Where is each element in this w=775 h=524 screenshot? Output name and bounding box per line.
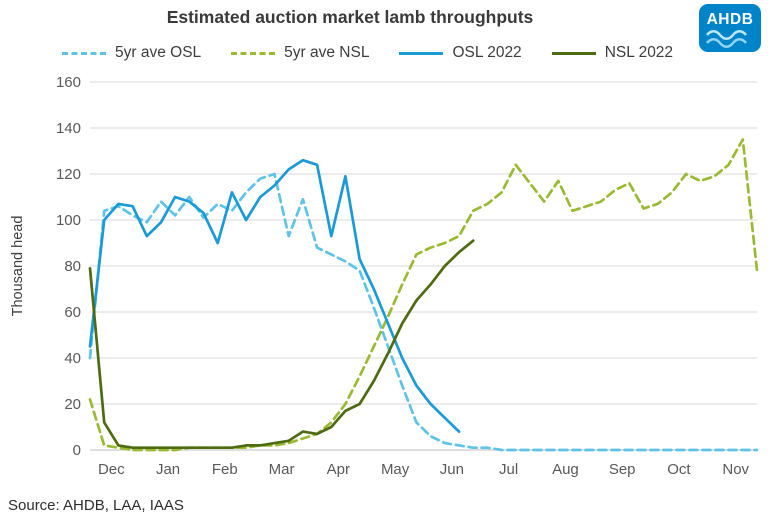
legend-line-swatch bbox=[399, 51, 444, 55]
svg-text:60: 60 bbox=[64, 304, 81, 321]
legend-line-swatch bbox=[62, 51, 106, 55]
legend-label: OSL 2022 bbox=[452, 44, 522, 61]
svg-text:40: 40 bbox=[64, 350, 81, 367]
svg-text:120: 120 bbox=[56, 166, 81, 183]
svg-text:Dec: Dec bbox=[98, 461, 125, 478]
logo-wave-icon bbox=[705, 37, 748, 49]
svg-text:Oct: Oct bbox=[667, 461, 691, 478]
ahdb-logo: AHDB bbox=[699, 4, 761, 52]
legend-item-osl-2022: OSL 2022 bbox=[399, 44, 522, 62]
svg-text:Aug: Aug bbox=[552, 461, 579, 478]
svg-text:140: 140 bbox=[56, 120, 81, 137]
legend-item-5yr-ave-osl: 5yr ave OSL bbox=[62, 44, 201, 62]
ahdb-logo-text: AHDB bbox=[707, 11, 754, 28]
svg-text:Feb: Feb bbox=[212, 461, 238, 478]
svg-text:20: 20 bbox=[64, 396, 81, 413]
svg-text:0: 0 bbox=[73, 442, 81, 459]
ahdb-logo-graphic: AHDB bbox=[705, 11, 754, 49]
legend-label: NSL 2022 bbox=[604, 44, 674, 61]
legend-line-swatch bbox=[551, 51, 596, 55]
chart-plot-area: 0 20 40 60 80 100 120 140 160 Dec Jan Feb Mar Apr May J… bbox=[56, 74, 759, 478]
chart-legend: 5yr ave OSL 5yr ave NSL OSL 2022 NSL 202… bbox=[62, 44, 673, 62]
svg-text:Sep: Sep bbox=[609, 461, 636, 478]
svg-text:Jun: Jun bbox=[440, 461, 464, 478]
svg-text:Jan: Jan bbox=[156, 461, 180, 478]
svg-text:Jul: Jul bbox=[499, 461, 518, 478]
source-note: Source: AHDB, LAA, IAAS bbox=[8, 497, 184, 514]
svg-text:Mar: Mar bbox=[269, 461, 295, 478]
legend-label: 5yr ave OSL bbox=[115, 44, 202, 61]
svg-text:Apr: Apr bbox=[327, 461, 350, 478]
svg-text:100: 100 bbox=[56, 212, 81, 229]
legend-label: 5yr ave NSL bbox=[284, 44, 370, 61]
svg-text:May: May bbox=[381, 461, 410, 478]
svg-text:Nov: Nov bbox=[722, 461, 749, 478]
svg-text:160: 160 bbox=[56, 74, 81, 91]
legend-item-nsl-2022: NSL 2022 bbox=[551, 44, 674, 62]
legend-line-swatch bbox=[231, 51, 276, 55]
svg-text:80: 80 bbox=[64, 258, 81, 275]
logo-wave-icon bbox=[705, 29, 748, 41]
chart-title: Estimated auction market lamb throughput… bbox=[166, 7, 534, 27]
legend-item-5yr-ave-nsl: 5yr ave NSL bbox=[231, 44, 369, 62]
